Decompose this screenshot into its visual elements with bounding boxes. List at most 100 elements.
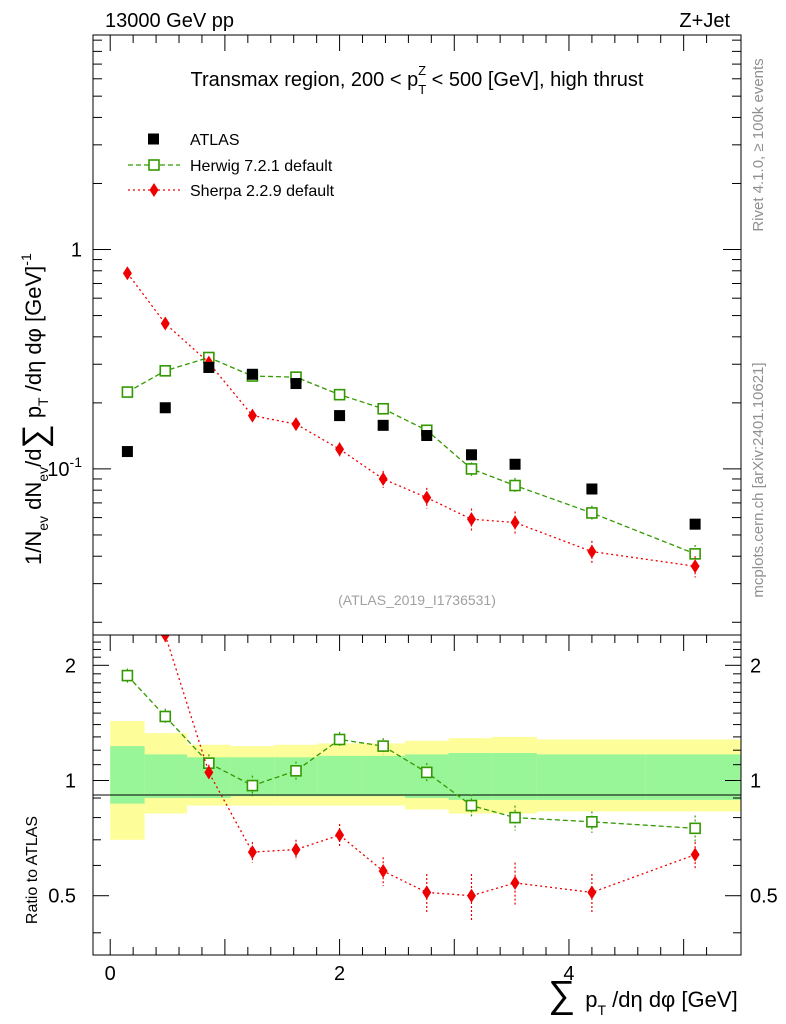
ratio-tick-label-right: 0.5 (750, 886, 778, 908)
x-tick-label: 4 (563, 963, 574, 985)
series-line-herwig (127, 356, 696, 555)
herwig-point (509, 479, 521, 492)
legend-herwig-marker (148, 159, 160, 171)
sherpa-point (291, 417, 301, 432)
atlas-point (377, 419, 389, 431)
main-series (121, 266, 701, 578)
sherpa-ratio-point (291, 842, 301, 857)
herwig-ratio-point (465, 799, 478, 812)
herwig-point (586, 507, 598, 519)
atlas-point (689, 518, 701, 530)
x-tick-label: 2 (334, 963, 345, 985)
rivet-label: Rivet 4.1.0, ≥ 100k events (750, 58, 767, 231)
herwig-ratio-point (689, 822, 701, 835)
sherpa-ratio-point (335, 828, 345, 843)
ratio-tick-label: 2 (65, 655, 76, 677)
main-panel: 1 10-1 Transmax region, 200 < pTZ < 500 [… (47, 34, 742, 651)
legend: ATLAS Herwig 7.2.1 default Sherpa 2.2.9 de… (128, 132, 335, 200)
ratio-bands (110, 721, 741, 840)
herwig-ratio-point (586, 816, 598, 828)
legend-sherpa-marker (149, 183, 159, 197)
herwig-ratio-point (420, 766, 433, 779)
sherpa-point (690, 559, 700, 574)
sherpa-ratio-point (690, 847, 700, 862)
header-left: 13000 GeV pp (105, 10, 234, 32)
sherpa-ratio-point (422, 885, 432, 900)
ratio-x-axis: 0 2 4 (105, 939, 708, 985)
sherpa-point (335, 442, 345, 457)
ratio-series (121, 635, 701, 921)
watermark: (ATLAS_2019_I1736531) (338, 592, 496, 608)
ratio-panel: 0.5 0.5 1 1 2 2 0 2 4 (48, 634, 778, 985)
legend-label: ATLAS (190, 132, 240, 149)
ratio-band-inner (492, 753, 537, 800)
herwig-ratio-point (509, 811, 521, 824)
ratio-line-sherpa (164, 635, 696, 897)
main-series-clip (121, 266, 701, 578)
sherpa-ratio-point (378, 864, 388, 879)
sherpa-ratio-point (510, 875, 520, 890)
atlas-point (159, 402, 171, 414)
herwig-point (121, 386, 134, 398)
atlas-point (121, 446, 133, 458)
herwig-point (377, 402, 389, 415)
y-tick-label: 10-1 (47, 454, 82, 481)
herwig-ratio-point (290, 765, 302, 777)
sherpa-point (160, 316, 170, 331)
atlas-point (334, 410, 346, 422)
sherpa-point (378, 471, 388, 486)
atlas-point (421, 430, 433, 442)
herwig-ratio-point (159, 710, 172, 723)
ratio-band-inner (110, 746, 145, 804)
atlas-point (290, 378, 302, 390)
herwig-point (159, 365, 172, 377)
atlas-point (465, 449, 477, 461)
series-line-sherpa (126, 272, 696, 567)
herwig-ratio-point (246, 779, 259, 792)
sherpa-point (466, 512, 476, 527)
ratio-tick-label: 1 (65, 771, 76, 793)
ratio-band-inner (536, 754, 646, 800)
sherpa-ratio-point (204, 765, 214, 780)
ratio-band-inner (274, 757, 318, 797)
mcplots-label: mcplots.cern.ch [arXiv:2401.10621] (750, 362, 767, 597)
sherpa-ratio-point (587, 885, 597, 900)
ratio-tick-label-right: 2 (750, 655, 761, 677)
sherpa-point (247, 408, 257, 423)
ratio-series-clip (121, 635, 701, 921)
sherpa-ratio-point (247, 845, 257, 860)
atlas-point (586, 483, 598, 495)
atlas-point (509, 458, 521, 470)
main-y-axis: 1 10-1 (47, 39, 741, 623)
sherpa-point (510, 515, 520, 530)
header-right: Z+Jet (679, 10, 730, 32)
herwig-point (333, 388, 346, 401)
ratio-line-herwig (126, 675, 696, 829)
ratio-tick-label-right: 1 (750, 771, 761, 793)
herwig-point (689, 548, 701, 560)
x-axis-title: ∑ pT /dη dφ [GeV] (548, 974, 738, 1018)
herwig-ratio-point (377, 740, 389, 752)
sherpa-ratio-point (466, 888, 476, 903)
sherpa-point (422, 490, 432, 505)
ratio-band-inner (645, 754, 741, 800)
atlas-point (203, 361, 215, 373)
legend-label: Sherpa 2.2.9 default (190, 183, 335, 200)
ratio-frame (92, 634, 742, 956)
herwig-point (465, 463, 478, 475)
plot-title: Transmax region, 200 < pTZ < 500 [GeV], … (191, 63, 644, 97)
ratio-band-inner (144, 754, 188, 799)
sherpa-ratio-point (160, 635, 170, 642)
main-frame (92, 34, 742, 636)
ratio-band-inner (361, 755, 405, 797)
sherpa-point (122, 266, 132, 281)
y-axis-title: 1/Nev dNev/d∑ pT /dη dφ [GeV]-1 (16, 253, 54, 565)
herwig-ratio-point (333, 733, 346, 746)
main-x-ticks (109, 35, 708, 651)
sherpa-point (587, 544, 597, 559)
ratio-axis-title: Ratio to ATLAS (24, 816, 41, 924)
legend-label: Herwig 7.2.1 default (190, 158, 333, 175)
ratio-tick-label: 0.5 (48, 886, 76, 908)
legend-atlas-marker (148, 133, 159, 145)
